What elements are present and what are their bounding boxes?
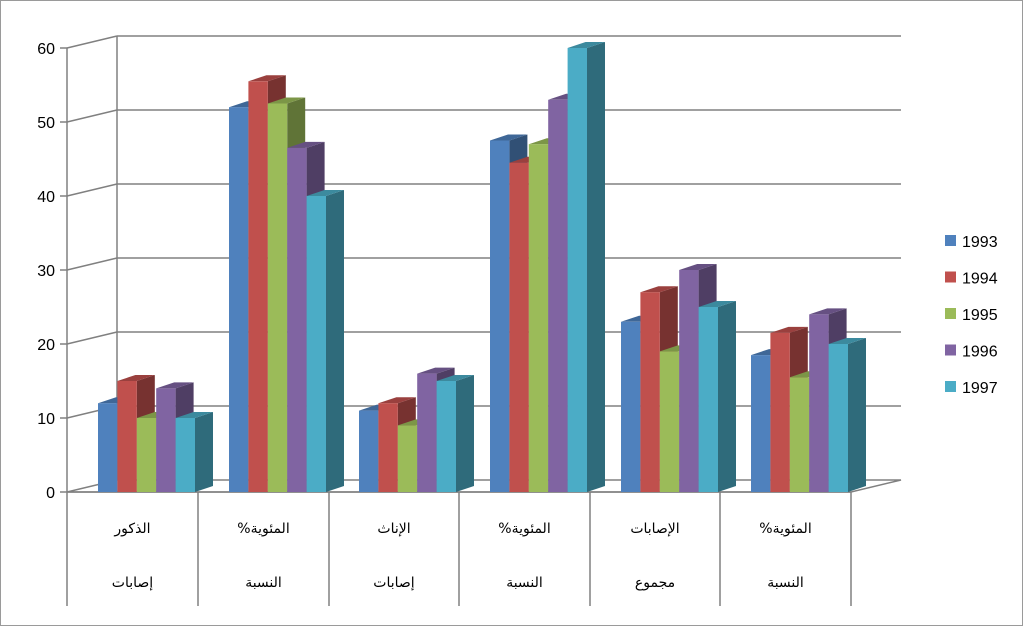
bar-front [248, 81, 268, 493]
bar-top [640, 286, 678, 293]
y-tick-label: 10 [37, 411, 55, 428]
bar-side [587, 42, 605, 492]
bar-top [567, 42, 605, 48]
category-label-line1: الذكور [113, 521, 150, 537]
category-label-line2: النسبة [506, 575, 543, 591]
bar-top [267, 97, 306, 104]
y-tick-label: 30 [37, 263, 55, 280]
bar-side [326, 190, 344, 492]
y-tick-label: 40 [37, 189, 55, 206]
bar-side [195, 412, 213, 492]
bars [98, 42, 866, 493]
bar-front [490, 140, 510, 492]
bar-front [548, 99, 568, 493]
bar-front [640, 292, 660, 492]
gridline-diagonal [66, 183, 118, 197]
bar-front [306, 196, 326, 492]
bar-top [436, 375, 474, 381]
bar-top [828, 338, 866, 344]
bar-front [789, 377, 810, 492]
legend-label: 1993 [962, 234, 998, 251]
bar-side [718, 301, 736, 492]
category-label-line2: النسبة [767, 575, 804, 591]
category-label-line1: الإصابات [630, 521, 679, 537]
y-tick-label: 0 [46, 485, 55, 502]
bar-front [679, 270, 699, 492]
gridline-diagonal [66, 331, 118, 345]
bar-front [509, 162, 529, 492]
bar-top [698, 301, 736, 307]
gridline-diagonal [66, 35, 118, 49]
bar-front [659, 351, 680, 492]
legend-swatch [945, 308, 956, 319]
bar-front [698, 307, 718, 492]
bar [828, 338, 866, 492]
category-label-line1: الإناث [377, 521, 410, 537]
category-label-line1: %المئوية [759, 521, 811, 537]
legend-label: 1997 [962, 380, 998, 397]
bar-side [456, 375, 474, 492]
legend-swatch [945, 381, 956, 392]
bar-front [770, 332, 790, 492]
bar-front [809, 314, 829, 492]
bar [567, 42, 605, 492]
bar-top [490, 134, 528, 141]
bar-top [417, 367, 455, 374]
legend-swatch [945, 271, 956, 283]
bar-front [359, 410, 379, 492]
bar-front [828, 344, 848, 492]
category-label-line1: %المئوية [237, 521, 289, 537]
bar-front [117, 381, 137, 492]
bar-front [287, 147, 307, 492]
bar-top [378, 397, 416, 404]
legend-swatch [945, 344, 956, 356]
bar-front [378, 403, 398, 492]
bar-top [306, 190, 344, 196]
legend-swatch [945, 235, 956, 246]
bar-top [175, 412, 213, 418]
bar-top [770, 326, 808, 333]
bar [698, 301, 736, 492]
bar-front [229, 107, 249, 492]
bar-front [621, 321, 641, 492]
category-label-line2: إصابات [373, 575, 414, 591]
category-label-line2: مجموع [635, 575, 675, 591]
bar [436, 375, 474, 492]
category-labels: الذكور إصابات %المئوية النسبة الإناث إصابات %ا… [66, 492, 852, 606]
bar-front [567, 48, 587, 492]
legend-label: 1996 [962, 344, 998, 361]
bar-front [436, 381, 456, 492]
legend-label: 1994 [962, 271, 998, 288]
bar-front [528, 144, 549, 492]
bar-side [848, 338, 866, 492]
y-tick-label: 50 [37, 115, 55, 132]
bar [306, 190, 344, 492]
bar-top [156, 382, 194, 389]
category-label-line2: إصابات [112, 575, 153, 591]
bar-top [679, 264, 717, 270]
bar-top [248, 75, 286, 82]
bar-front [397, 425, 418, 492]
category-label-line2: النسبة [245, 575, 282, 591]
bar-top [287, 141, 325, 148]
gridline-diagonal [66, 257, 118, 271]
bar-front [156, 388, 176, 492]
bar-front [417, 373, 437, 492]
bar [175, 412, 213, 492]
legend: 1993 1994 1995 1996 1997 [945, 234, 998, 397]
y-tick-label: 20 [37, 337, 55, 354]
bar-front [267, 103, 288, 492]
bar-front [175, 418, 195, 492]
gridline-diagonal [66, 109, 118, 123]
y-tick-label: 60 [37, 41, 55, 58]
legend-label: 1995 [962, 307, 998, 324]
bar-top [117, 375, 155, 381]
category-label-line1: %المئوية [498, 521, 550, 537]
bar-front [136, 418, 157, 492]
bar-front [98, 403, 118, 492]
bar-top [809, 308, 847, 315]
bar-front [751, 355, 771, 492]
